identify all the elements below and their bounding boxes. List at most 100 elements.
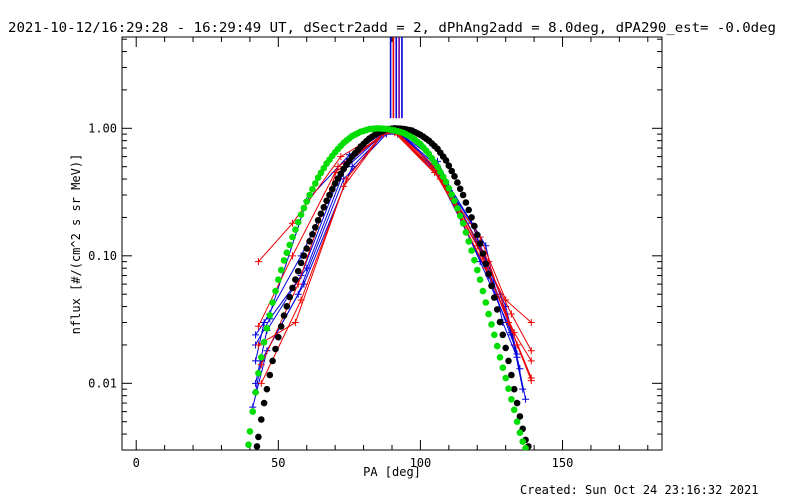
- green-curve-point: [275, 276, 282, 284]
- green-curve-point: [309, 185, 316, 193]
- green-curve-point: [522, 444, 529, 450]
- green-curve-point: [269, 299, 276, 306]
- green-curve-point: [476, 276, 484, 284]
- black-curve-point: [272, 345, 279, 353]
- plus-marker: [252, 331, 260, 339]
- plus-marker: [289, 219, 297, 227]
- green-curve-point: [496, 354, 504, 361]
- plus-marker: [527, 377, 535, 385]
- green-curve-point: [491, 331, 498, 339]
- plus-marker: [254, 341, 262, 349]
- green-curve-point: [277, 266, 285, 274]
- series-line: [257, 131, 532, 352]
- x-tick-label: 150: [552, 456, 574, 470]
- green-curve-point: [252, 389, 259, 396]
- black-curve-point: [326, 191, 333, 199]
- black-curve-point: [306, 238, 313, 245]
- green-curve-point: [516, 429, 524, 437]
- green-curve-point: [314, 174, 322, 181]
- green-curve-point: [485, 310, 492, 318]
- black-curve-point: [255, 433, 262, 441]
- plus-marker: [291, 318, 299, 326]
- green-curve-point: [249, 408, 256, 415]
- green-curve-point: [258, 354, 265, 361]
- x-axis-label: PA [deg]: [363, 465, 421, 479]
- green-curve-point: [272, 287, 279, 295]
- green-curve-point: [280, 257, 288, 264]
- black-curve-point: [451, 173, 458, 180]
- black-curve-point: [320, 204, 328, 211]
- plus-marker: [507, 310, 515, 318]
- black-curve-point: [448, 167, 456, 175]
- green-curve-point: [286, 241, 294, 249]
- black-curve-point: [253, 443, 261, 450]
- black-curve-point: [275, 333, 282, 341]
- plus-marker: [257, 361, 265, 369]
- plus-marker: [254, 322, 262, 330]
- black-curve-point: [516, 413, 524, 420]
- black-curve-point: [269, 357, 276, 365]
- plot-frame: [121, 36, 663, 451]
- y-tick-label: 0.01: [88, 376, 117, 390]
- black-curve-point: [312, 224, 319, 231]
- axis-labels: 0 50 100 150 0.01 0.10 1.00: [88, 121, 573, 470]
- plus-marker: [334, 163, 342, 171]
- plus-marker: [527, 357, 535, 365]
- green-curve-point: [513, 418, 521, 426]
- black-curve-point: [485, 270, 492, 278]
- black-curve-point: [263, 385, 271, 393]
- green-curve-point: [510, 406, 518, 414]
- green-curve-point: [255, 369, 262, 377]
- green-curve-point: [289, 233, 296, 241]
- green-curve-point: [465, 238, 473, 245]
- black-curve-point: [331, 180, 339, 187]
- y-axis-label: nflux [#/(cm^2 s sr MeV)]: [69, 154, 83, 335]
- y-tick-label: 1.00: [88, 121, 117, 135]
- plus-marker: [343, 175, 351, 183]
- black-curve-point: [474, 231, 481, 239]
- green-curve-point: [245, 441, 252, 449]
- green-curve-point: [246, 428, 254, 435]
- black-curve-point: [445, 162, 453, 169]
- plus-marker: [337, 153, 345, 161]
- green-curve-point: [471, 256, 478, 264]
- green-curve-point: [312, 180, 319, 187]
- plus-marker: [513, 341, 521, 349]
- black-curve-point: [303, 245, 311, 252]
- green-curve-point: [294, 218, 302, 226]
- x-tick-label: 50: [271, 456, 285, 470]
- black-curve-point: [499, 331, 507, 339]
- chart-title: 2021-10-12/16:29:28 - 16:29:49 UT, dSect…: [8, 20, 776, 36]
- black-curve-point: [462, 199, 470, 206]
- black-curve-point: [493, 306, 501, 313]
- green-curve-point: [283, 249, 291, 256]
- green-curve-point: [456, 212, 464, 220]
- black-curve-point: [286, 293, 294, 301]
- black-curve-point: [476, 240, 484, 247]
- black-curve-point: [442, 157, 450, 164]
- black-curve-point: [502, 344, 510, 352]
- black-curve-point: [454, 179, 461, 186]
- green-curve-point: [502, 374, 510, 382]
- green-curve-point: [437, 168, 444, 176]
- black-curve-point: [456, 185, 464, 193]
- plus-marker: [303, 264, 311, 272]
- green-curve-point: [434, 163, 441, 170]
- black-curve-point: [300, 252, 308, 259]
- plus-marker: [254, 258, 262, 266]
- black-curve-point: [465, 206, 473, 214]
- black-curve-point: [459, 191, 467, 199]
- black-curve-point: [294, 267, 302, 275]
- green-curve-point: [468, 247, 475, 254]
- green-curve-point: [300, 204, 308, 212]
- plus-marker: [513, 353, 521, 361]
- black-curve-point: [317, 210, 325, 218]
- plus-marker: [348, 163, 356, 171]
- black-curve-point: [508, 371, 515, 379]
- green-curve-point: [508, 396, 515, 403]
- green-curve-point: [499, 364, 507, 372]
- green-curve-point: [260, 338, 268, 346]
- green-curve-point: [519, 438, 526, 445]
- green-curve-point: [462, 229, 470, 236]
- green-curve-point: [263, 325, 271, 332]
